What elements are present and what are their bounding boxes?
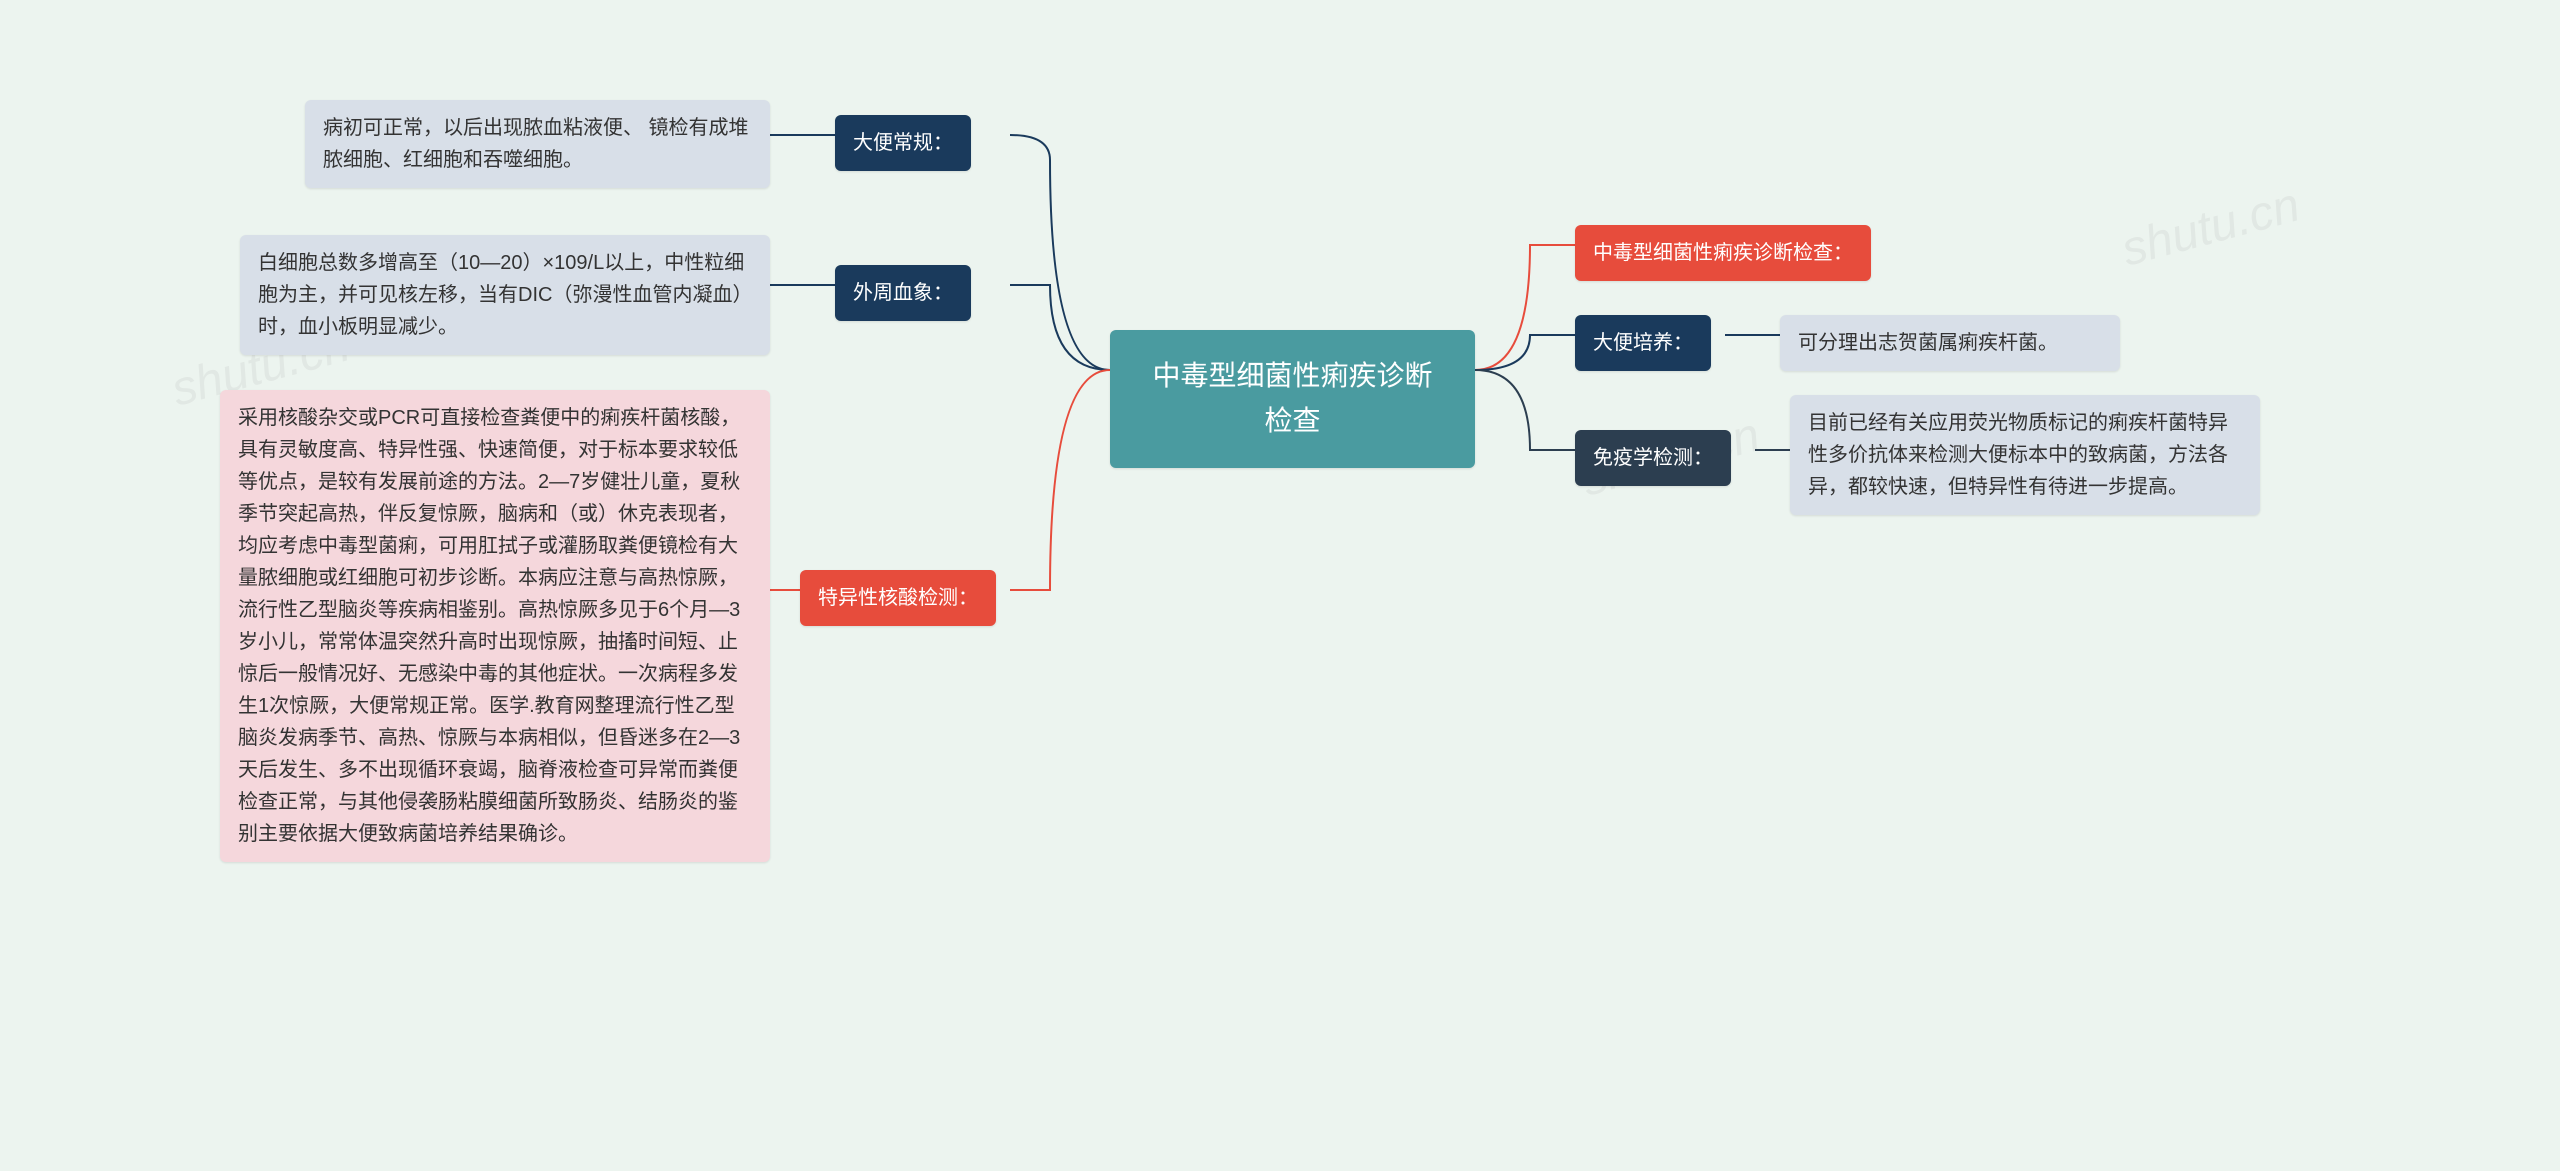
center-node: 中毒型细菌性痢疾诊断检查 xyxy=(1110,330,1475,468)
node-r1: 中毒型细菌性痢疾诊断检查： xyxy=(1575,225,1871,281)
desc-l1: 病初可正常，以后出现脓血粘液便、 镜检有成堆脓细胞、红细胞和吞噬细胞。 xyxy=(305,100,770,188)
desc-r3: 目前已经有关应用荧光物质标记的痢疾杆菌特异性多价抗体来检测大便标本中的致病菌，方… xyxy=(1790,395,2260,515)
desc-r2: 可分理出志贺菌属痢疾杆菌。 xyxy=(1780,315,2120,371)
desc-l2: 白细胞总数多增高至（10—20）×109/L以上，中性粒细胞为主，并可见核左移，… xyxy=(240,235,770,355)
node-l3: 特异性核酸检测： xyxy=(800,570,996,626)
watermark: shutu.cn xyxy=(2116,177,2306,277)
node-r2: 大便培养： xyxy=(1575,315,1711,371)
desc-l3: 采用核酸杂交或PCR可直接检查粪便中的痢疾杆菌核酸，具有灵敏度高、特异性强、快速… xyxy=(220,390,770,862)
node-l1: 大便常规： xyxy=(835,115,971,171)
node-r3: 免疫学检测： xyxy=(1575,430,1731,486)
node-l2: 外周血象： xyxy=(835,265,971,321)
